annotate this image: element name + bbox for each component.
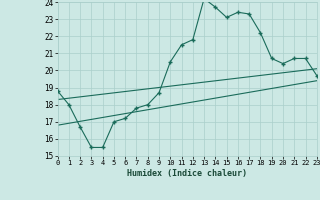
X-axis label: Humidex (Indice chaleur): Humidex (Indice chaleur)	[127, 169, 247, 178]
